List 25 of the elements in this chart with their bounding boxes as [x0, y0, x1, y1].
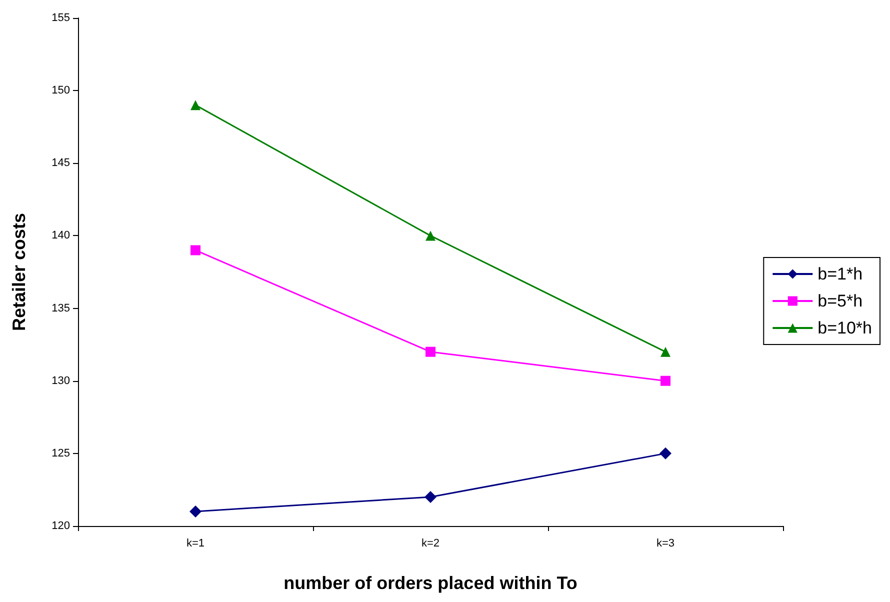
y-tick-label: 120: [52, 520, 70, 532]
y-tick-label: 140: [52, 230, 70, 242]
point: [426, 230, 436, 241]
x-axis-title: number of orders placed within To: [284, 573, 578, 593]
point: [660, 376, 670, 386]
legend-label: b=1*h: [818, 264, 863, 284]
legend-label: b=5*h: [818, 292, 863, 310]
point: [190, 505, 202, 518]
y-tick-label: 135: [52, 302, 70, 314]
y-tick-label: 150: [52, 84, 70, 97]
y-tick-label: 145: [52, 157, 70, 170]
legend-label: b=10*h: [818, 318, 872, 338]
y-axis-title: Retailer costs: [9, 212, 29, 332]
point: [190, 245, 200, 256]
x-tick-label: k=2: [421, 538, 440, 550]
point: [660, 447, 672, 460]
y-tick-label: 155: [52, 12, 70, 24]
point: [660, 346, 670, 357]
x-tick-label: k=1: [186, 538, 205, 550]
y-tick-label: 130: [52, 374, 70, 387]
point: [190, 100, 200, 110]
x-tick-label: k=3: [656, 538, 675, 550]
point: [426, 346, 436, 357]
point: [424, 490, 436, 503]
y-tick-label: 125: [52, 447, 70, 460]
